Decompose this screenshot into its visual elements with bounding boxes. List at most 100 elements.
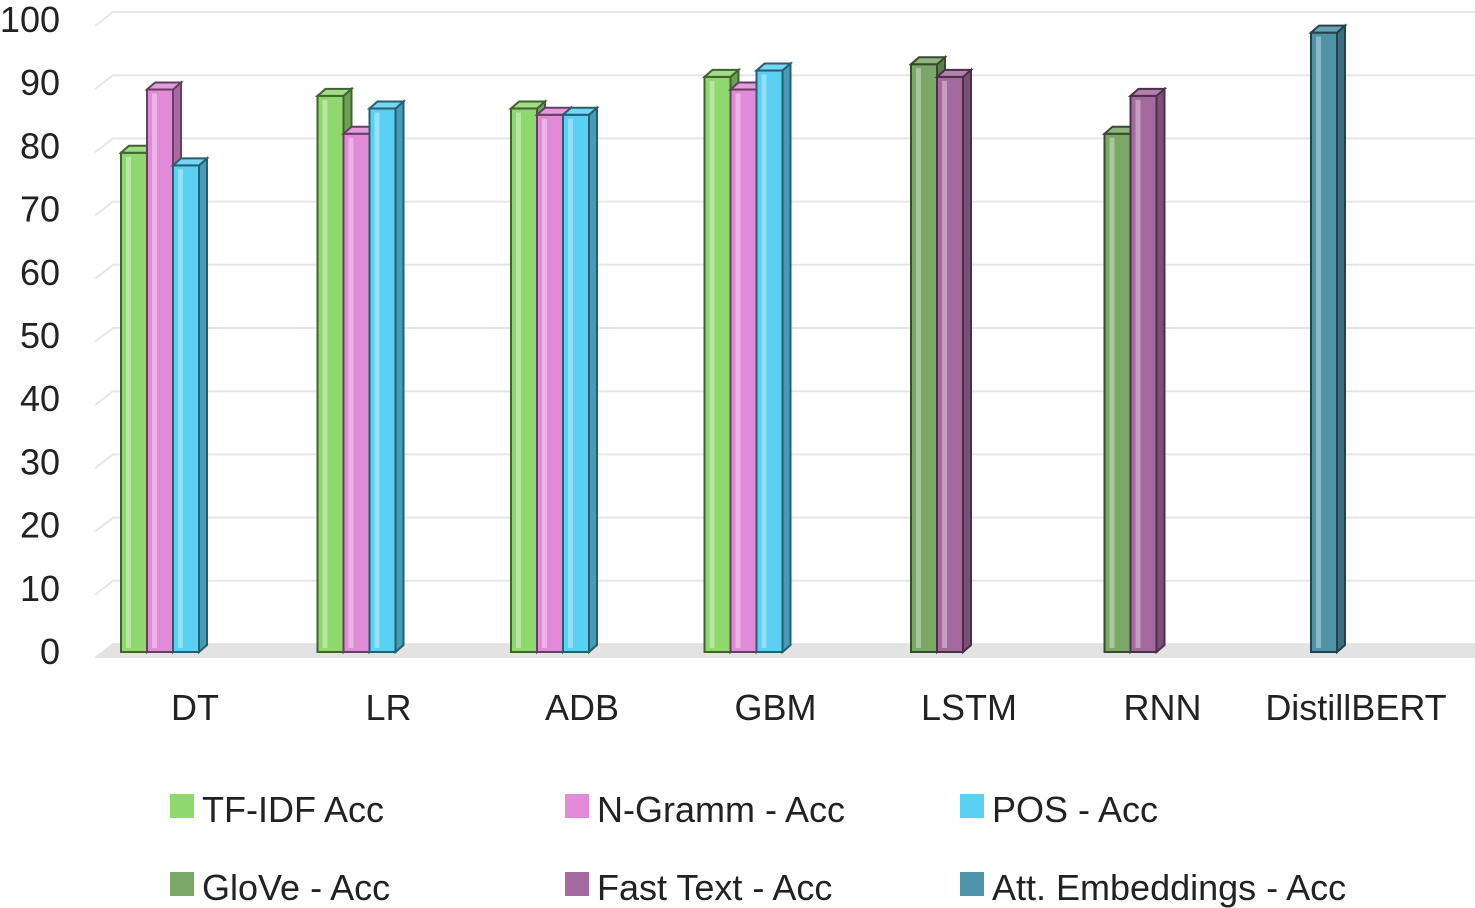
bar-top: [314, 87, 355, 97]
gridline: [94, 516, 1475, 533]
bar-side: [588, 105, 598, 655]
y-tick-label: 0: [40, 631, 60, 672]
legend-label: N-Gramm - Acc: [597, 789, 845, 830]
bar-highlight: [1109, 137, 1115, 648]
bar-highlight: [516, 112, 521, 649]
bar-front: [910, 63, 938, 654]
legend-item[interactable]: Fast Text - Acc: [565, 867, 832, 908]
bar-top: [1308, 24, 1348, 34]
bar-front: [172, 164, 200, 654]
x-tick-label: RNN: [1124, 687, 1202, 728]
bar-top: [144, 81, 184, 91]
legend-label: Fast Text - Acc: [597, 867, 832, 908]
gridline: [94, 579, 1475, 596]
gridline: [94, 200, 1475, 217]
bar-front: [729, 88, 758, 653]
y-tick-label: 30: [20, 441, 60, 482]
bar-front: [342, 132, 371, 653]
bar-front: [510, 107, 538, 654]
legend-item[interactable]: POS - Acc: [960, 789, 1158, 830]
legend-label: GloVe - Acc: [202, 867, 390, 908]
bar-highlight: [374, 112, 380, 649]
bar-side: [198, 156, 208, 655]
bar-top: [908, 56, 948, 66]
bar-top: [170, 157, 210, 167]
legend-label: TF-IDF Acc: [202, 789, 384, 830]
bar-top: [560, 106, 600, 116]
bar-highlight: [916, 68, 921, 649]
gridline: [94, 327, 1475, 343]
legend-swatch: [565, 872, 589, 896]
bar-front: [755, 69, 784, 653]
bar-side: [394, 99, 405, 655]
bar-top: [508, 100, 548, 110]
legend-swatch: [960, 872, 984, 896]
bar-front: [368, 107, 397, 654]
bar-pos-acc-adb[interactable]: [560, 105, 600, 655]
x-tick-label: ADB: [545, 687, 619, 728]
bar-highlight: [568, 118, 573, 649]
bars: [118, 23, 1348, 655]
legend-label: Att. Embeddings - Acc: [992, 867, 1346, 908]
bar-highlight: [348, 137, 354, 648]
bar-front: [562, 113, 590, 654]
gridline: [94, 263, 1475, 280]
gridline: [94, 137, 1475, 154]
gridline: [94, 453, 1475, 470]
bar-pos-acc-gbm[interactable]: [753, 61, 794, 655]
y-tick-label: 20: [20, 505, 60, 546]
bar-highlight: [761, 74, 767, 648]
legend-swatch: [960, 794, 984, 818]
bar-highlight: [126, 156, 131, 648]
y-tick-label: 80: [20, 125, 60, 166]
legend-item[interactable]: Att. Embeddings - Acc: [960, 867, 1346, 908]
bar-fast-text-acc-lstm[interactable]: [934, 67, 974, 655]
y-tick-label: 50: [20, 315, 60, 356]
gridline: [94, 74, 1475, 90]
legend-swatch: [170, 872, 194, 896]
bar-highlight: [542, 118, 547, 649]
bar-highlight: [735, 93, 741, 648]
legend-swatch: [565, 794, 589, 818]
x-tick-label: DistillBERT: [1265, 687, 1446, 728]
bar-top: [366, 100, 407, 110]
bar-side: [962, 67, 972, 655]
bar-highlight: [178, 169, 183, 649]
bar-front: [1129, 94, 1158, 653]
bar-highlight: [322, 99, 328, 649]
y-tick-label: 100: [0, 0, 60, 40]
bar-front: [536, 113, 564, 654]
bar-top: [753, 62, 794, 72]
gridline: [94, 390, 1475, 406]
bar-highlight: [942, 80, 947, 648]
bar-front: [1310, 31, 1338, 653]
bar-front: [1103, 132, 1132, 653]
y-tick-label: 70: [20, 189, 60, 230]
bar-highlight: [1316, 36, 1321, 648]
y-tick-label: 40: [20, 378, 60, 419]
bar-front: [146, 88, 174, 653]
bar-highlight: [709, 80, 715, 648]
y-tick-label: 90: [20, 62, 60, 103]
bar-top: [934, 68, 974, 78]
x-tick-label: DT: [171, 687, 219, 728]
bar-att-embeddings-acc-distillbert[interactable]: [1308, 23, 1348, 655]
legend-item[interactable]: GloVe - Acc: [170, 867, 390, 908]
legend-item[interactable]: TF-IDF Acc: [170, 789, 384, 830]
bar-highlight: [152, 93, 157, 648]
legend-item[interactable]: N-Gramm - Acc: [565, 789, 845, 830]
bar-front: [703, 75, 732, 653]
y-tick-label: 10: [20, 568, 60, 609]
bar-highlight: [1135, 99, 1141, 649]
x-tick-label: LSTM: [921, 687, 1017, 728]
bar-pos-acc-lr[interactable]: [366, 99, 407, 655]
bar-fast-text-acc-rnn[interactable]: [1127, 86, 1168, 655]
legend-swatch: [170, 794, 194, 818]
bar-pos-acc-dt[interactable]: [170, 156, 210, 655]
y-tick-label: 60: [20, 252, 60, 293]
bar-top: [701, 68, 742, 78]
legend-label: POS - Acc: [992, 789, 1158, 830]
bar-side: [1336, 23, 1346, 655]
